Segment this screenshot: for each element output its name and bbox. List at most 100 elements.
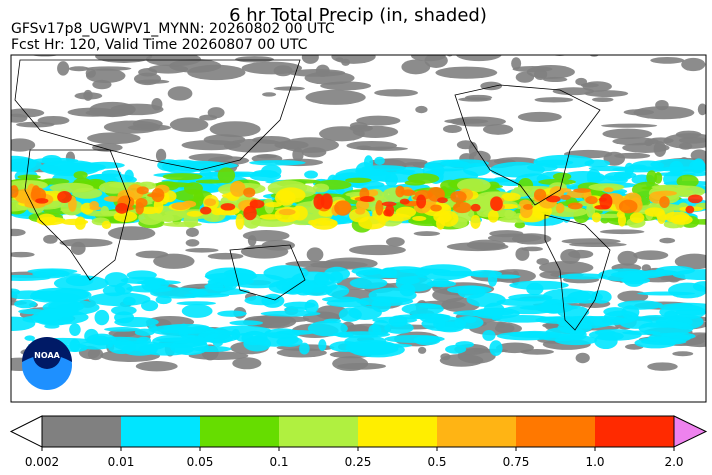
precip-cell [86,333,117,346]
precip-cell [88,292,151,307]
precip-cell [629,212,645,224]
precip-cell [11,185,19,198]
precip-cell [349,277,388,289]
precip-cell [292,147,304,162]
precip-cell [381,201,397,207]
precip-cell [575,77,588,86]
precip-cell [17,174,41,180]
precip-cell [65,275,94,287]
precip-cell [462,163,491,177]
precip-cell [567,202,583,210]
precip-cell [375,200,384,216]
precip-cell [487,209,499,223]
precip-cell [647,362,678,371]
precip-cell [346,140,398,151]
precip-cell [417,346,427,354]
precip-cell [496,322,506,328]
precip-cell [452,201,472,214]
precip-cell [400,189,416,197]
precip-cell [675,130,702,139]
precip-cell [44,324,60,329]
precip-cell [355,162,375,179]
precip-cell [186,210,204,217]
precip-cell [446,55,454,57]
precip-cell [304,170,318,179]
precip-cell [153,253,195,269]
precip-cell [200,206,212,215]
precip-cell [415,105,428,114]
precip-cell [11,155,37,172]
precip-cell [457,285,486,299]
precip-cell [113,211,138,223]
precip-cell [113,340,124,346]
precip-cell [482,124,514,135]
precip-cell [508,293,553,302]
precip-cell [640,269,678,277]
precip-cell [439,37,490,45]
precip-cell [356,115,401,126]
precip-cell [561,238,621,245]
precip-cell [399,198,410,205]
precip-cell [374,156,385,165]
precip-cell [235,213,245,230]
precip-cell [139,206,159,215]
precip-cell [626,33,682,48]
precip-cell [187,64,246,81]
precip-cell [560,194,571,200]
precip-cell [530,40,574,55]
precip-cell [385,204,395,217]
precip-cell [229,320,264,326]
precip-cell [68,66,90,72]
precip-cell [176,301,217,306]
precip-cell [185,227,199,237]
precip-cell [522,204,534,210]
precip-cell [349,244,406,256]
precip-cell [552,172,572,181]
precip-cell [189,287,250,296]
precip-cell [633,106,695,120]
precip-cell [359,196,375,203]
precip-cell [584,159,611,168]
precip-cell [341,58,351,66]
precip-cell [418,304,442,309]
precip-cell [39,161,85,174]
precip-cell [307,320,348,337]
precip-cell [588,165,629,172]
precip-cell [594,30,626,39]
precip-cell [594,204,610,210]
precip-cell [511,233,552,245]
colorbar-segment [121,416,200,447]
precip-cell [450,32,478,41]
precip-cell [423,34,446,49]
precip-cell [136,79,170,84]
precip-cell [198,329,240,343]
precip-cell [85,68,96,78]
precip-cell [60,218,89,226]
precip-cell [489,340,503,356]
precip-cell [407,173,440,184]
precip-cell [573,188,591,193]
precip-cell [82,161,125,169]
precip-cell [138,67,158,77]
precip-cell [586,168,601,185]
precip-cell [526,65,575,79]
precip-cell [249,160,306,166]
precip-cell [496,342,534,354]
precip-cell [155,148,167,163]
precip-cell [167,86,193,101]
precip-cell [509,280,569,290]
precip-cell [311,217,338,230]
precip-cell [163,323,210,331]
precip-cell [256,154,277,159]
precip-cell [57,61,70,76]
precip-cell [136,186,149,195]
precip-cell [606,47,647,51]
precip-cell [424,55,448,68]
precip-cell [552,55,568,56]
precip-cell [217,167,236,184]
noaa-logo: NOAA [22,337,72,390]
precip-cell [521,246,543,252]
precip-cell [450,190,467,203]
precip-cell [305,89,366,105]
